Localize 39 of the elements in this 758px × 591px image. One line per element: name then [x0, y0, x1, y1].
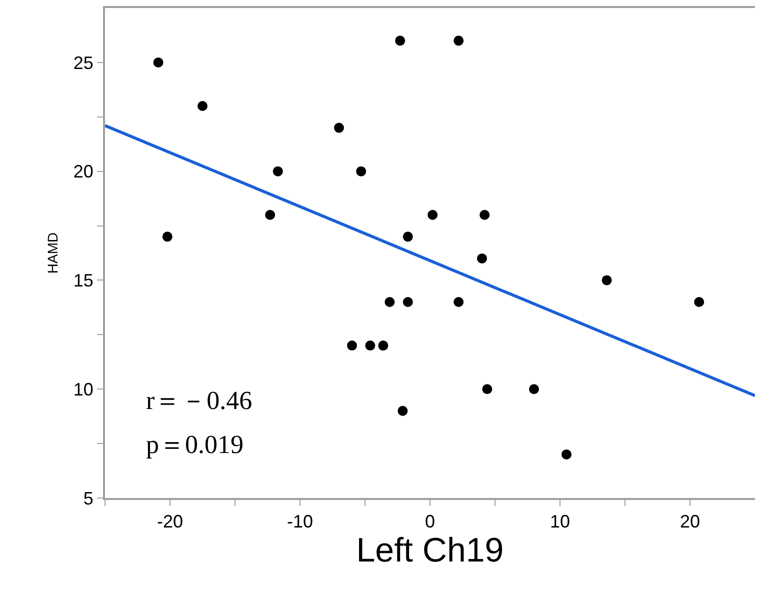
x-axis-title: Left Ch19 — [356, 532, 504, 570]
point — [480, 210, 490, 220]
point — [529, 384, 539, 394]
point — [365, 340, 376, 351]
point — [482, 384, 492, 394]
x-tick-label: 0 — [424, 512, 436, 532]
annotation: r＝－0.46 — [146, 386, 252, 415]
y-tick-label: 15 — [73, 270, 94, 291]
point — [395, 36, 406, 46]
x-tick-label: 20 — [680, 512, 700, 532]
point — [265, 210, 276, 220]
point — [153, 57, 164, 68]
point — [454, 297, 464, 307]
point — [402, 232, 413, 242]
point — [428, 210, 438, 220]
point — [378, 340, 388, 351]
point — [272, 166, 283, 176]
y-tick-label: 5 — [83, 488, 94, 508]
point — [398, 406, 408, 416]
point — [454, 36, 464, 46]
point — [198, 101, 208, 111]
point — [162, 232, 172, 242]
y-tick-label: 10 — [73, 379, 94, 400]
point — [347, 340, 357, 351]
y-axis-title: HAMD — [44, 232, 60, 274]
y-tick-label: 25 — [73, 52, 94, 73]
point — [402, 297, 413, 307]
point — [356, 166, 366, 176]
annotation: p＝0.019 — [146, 430, 244, 459]
point — [562, 449, 572, 460]
point — [477, 253, 487, 264]
point — [384, 297, 395, 307]
x-tick-label: -10 — [286, 512, 314, 532]
x-tick-label: -20 — [156, 512, 184, 532]
point — [334, 122, 344, 133]
y-tick-label: 20 — [73, 162, 94, 182]
point — [694, 297, 704, 307]
x-tick-label: 10 — [550, 512, 570, 532]
point — [602, 275, 612, 286]
